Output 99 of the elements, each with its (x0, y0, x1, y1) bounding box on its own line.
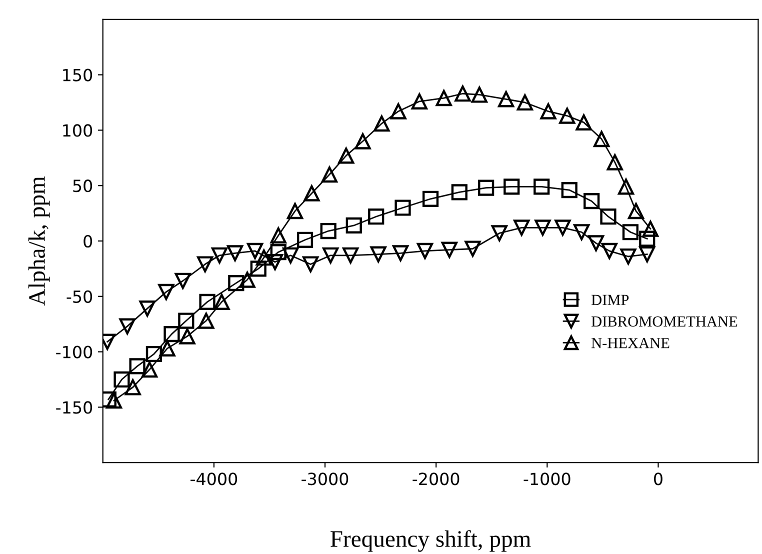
point (534, 220, 551, 236)
point (514, 220, 530, 236)
point (214, 294, 230, 310)
point (246, 242, 264, 260)
point (198, 312, 214, 329)
point (394, 200, 411, 216)
point (561, 182, 578, 198)
y-tick-label: 150 (63, 68, 92, 82)
y-tick-label: 50 (73, 180, 92, 192)
point (436, 90, 452, 106)
y-tick-label: -50 (66, 290, 92, 303)
point (594, 131, 610, 148)
point (504, 178, 520, 195)
point (639, 230, 656, 247)
point (286, 203, 304, 220)
y-tick-label: 0 (84, 234, 92, 248)
point (266, 254, 284, 270)
point (471, 86, 488, 103)
y-tick-label: -150 (56, 401, 92, 414)
point (354, 133, 371, 150)
point (441, 242, 458, 258)
point (618, 178, 634, 195)
point (576, 114, 592, 130)
point (368, 208, 384, 225)
point (390, 103, 406, 120)
point (197, 256, 214, 272)
point (454, 86, 471, 102)
point (554, 220, 571, 236)
point (422, 190, 439, 207)
point (270, 244, 286, 260)
y-tick-label: -100 (56, 346, 92, 358)
point (534, 178, 550, 195)
point (588, 235, 604, 252)
point (164, 326, 180, 342)
point (146, 346, 162, 362)
point (158, 284, 174, 300)
point (320, 222, 336, 240)
point (606, 154, 623, 170)
point (370, 246, 386, 262)
point (129, 358, 146, 374)
point (584, 193, 600, 210)
x-axis-title: Frequency shift, ppm (330, 530, 531, 552)
point (296, 232, 314, 248)
point (199, 294, 216, 310)
point (628, 203, 644, 220)
point (338, 148, 354, 164)
y-axis-title: Alpha/k, ppm (28, 176, 50, 306)
point (639, 246, 656, 262)
point (601, 242, 618, 260)
point (620, 248, 636, 265)
x-tick-label: 0 (654, 472, 662, 486)
point (642, 220, 659, 237)
point (226, 245, 244, 262)
point (211, 247, 228, 264)
point (464, 240, 481, 257)
point (114, 371, 130, 388)
point (374, 115, 390, 132)
point (124, 379, 141, 396)
point (392, 245, 409, 262)
point (342, 247, 359, 264)
point (346, 217, 362, 234)
point (228, 275, 244, 292)
x-tick-label: -3000 (302, 472, 348, 486)
point (411, 93, 428, 110)
point (322, 247, 339, 264)
point (302, 256, 319, 272)
point (239, 272, 256, 288)
point (270, 227, 286, 244)
legend-label: N-HEXANE (591, 338, 670, 348)
point (321, 166, 338, 183)
point (540, 103, 556, 120)
point (256, 250, 272, 266)
point (178, 312, 194, 329)
point (559, 108, 576, 124)
point (250, 260, 266, 277)
legend-label: DIMP (591, 294, 629, 305)
point (174, 272, 191, 289)
point (106, 392, 122, 409)
point (139, 300, 156, 317)
point (416, 242, 434, 260)
point (304, 185, 320, 202)
y-tick-label: 100 (63, 124, 92, 137)
point (574, 224, 590, 240)
point (491, 225, 508, 242)
point (498, 91, 514, 108)
point (141, 361, 158, 378)
point (600, 208, 616, 225)
x-tick-label: -1000 (524, 472, 570, 486)
point (179, 328, 196, 344)
x-tick-label: -2000 (412, 472, 460, 486)
point (282, 247, 299, 264)
point (622, 224, 639, 240)
point (478, 180, 494, 196)
point (159, 340, 176, 357)
x-tick-label: -4000 (190, 472, 238, 486)
point (119, 318, 136, 334)
legend-label: DIBROMOMETHANE (591, 316, 738, 327)
point (516, 94, 533, 111)
point (451, 184, 468, 200)
